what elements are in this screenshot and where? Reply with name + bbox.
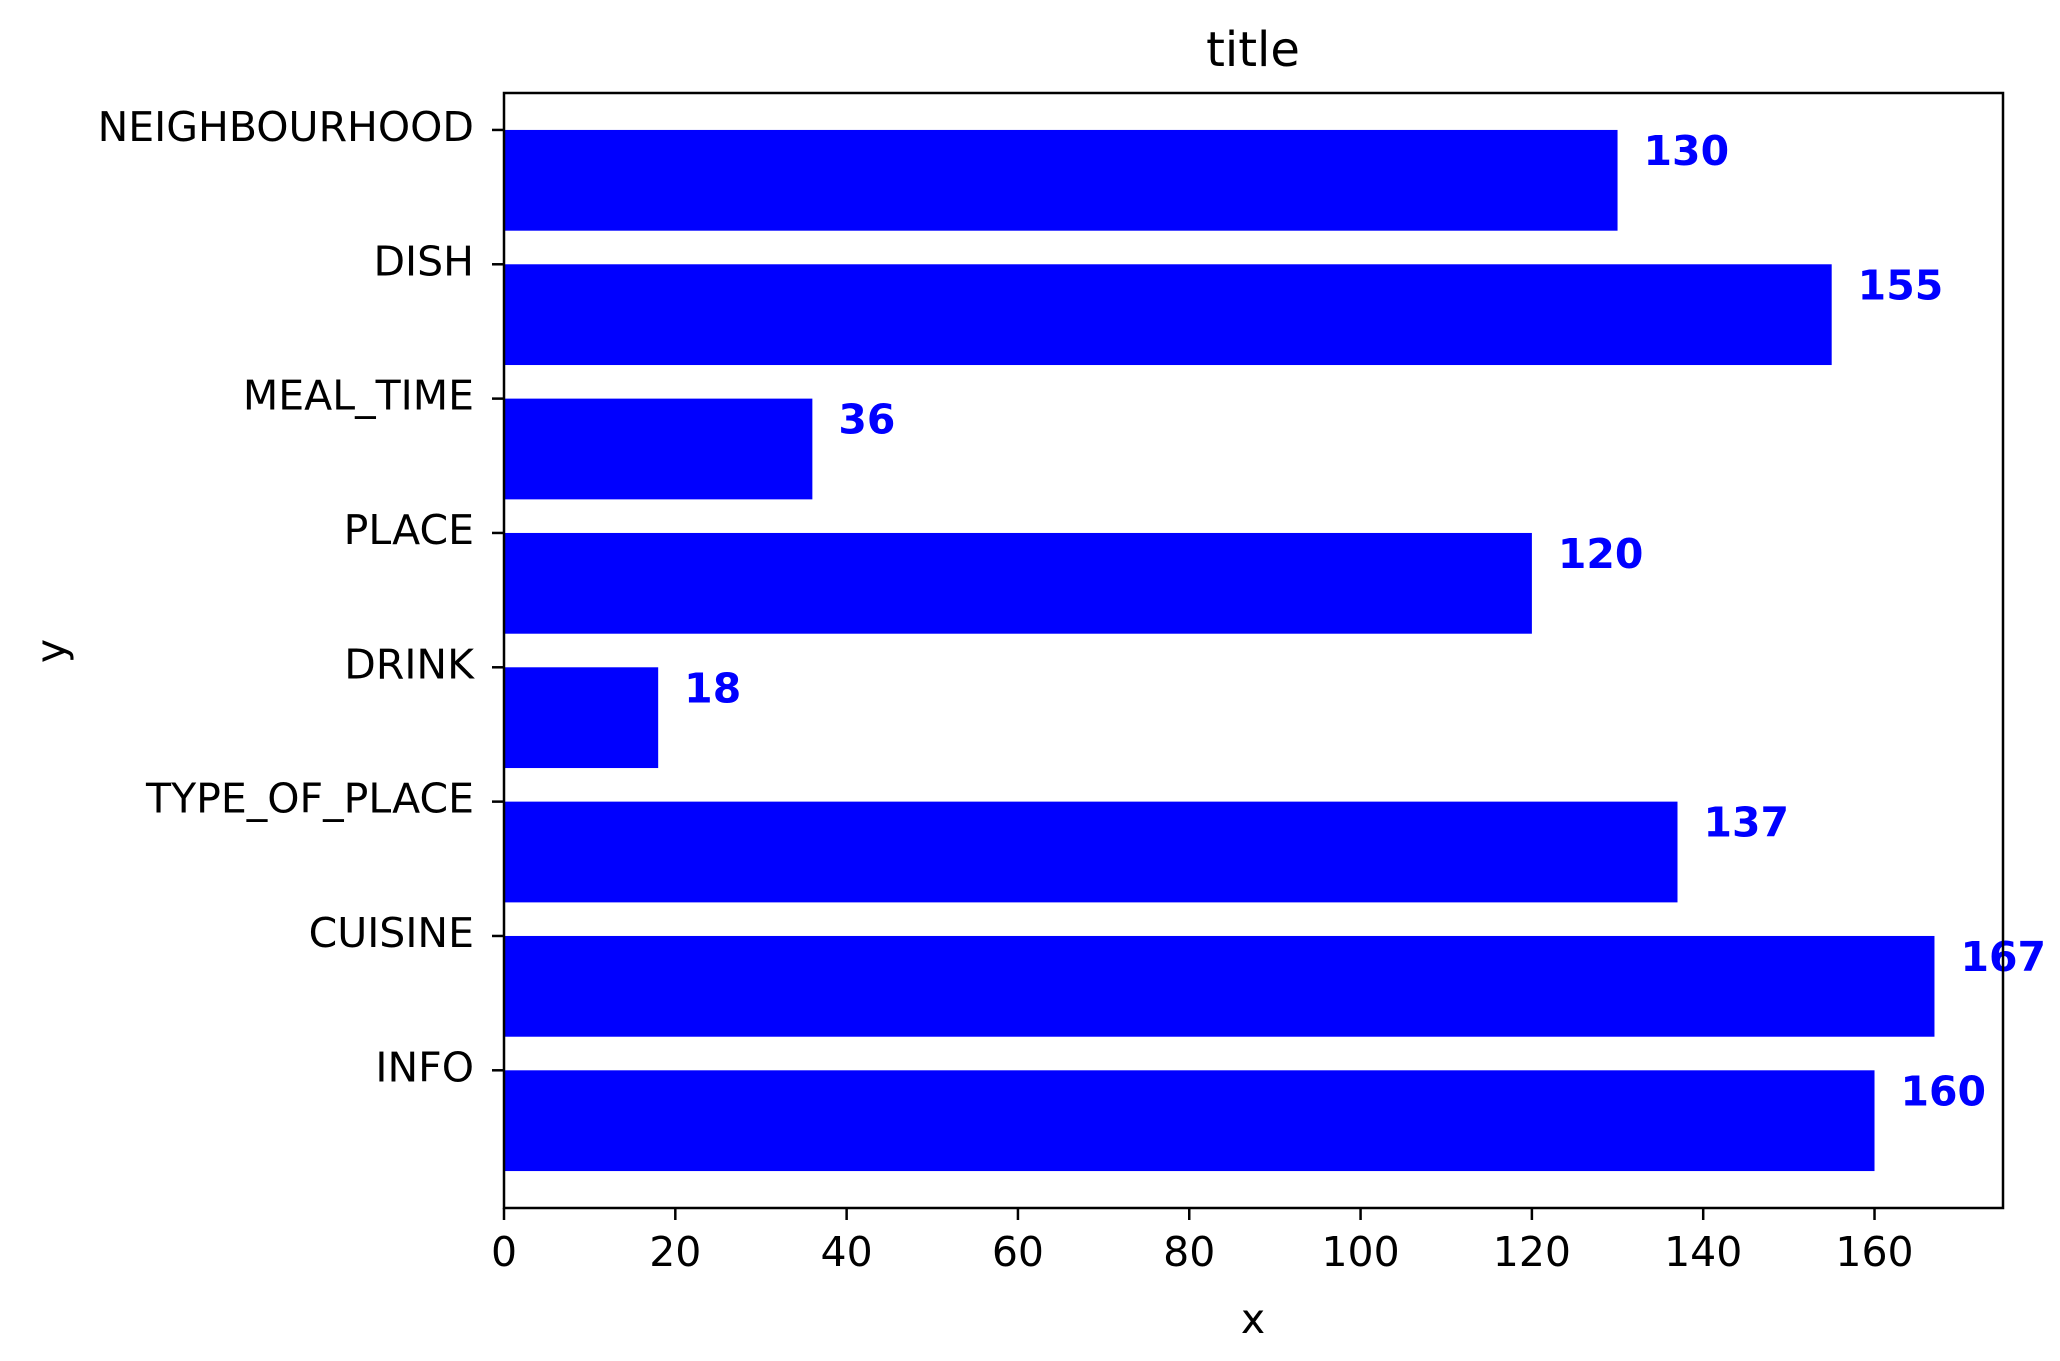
y-tick-label: NEIGHBOURHOOD: [98, 103, 474, 151]
x-tick-label: 100: [1321, 1228, 1399, 1276]
y-axis-label: y: [27, 639, 75, 663]
x-tick-label: 140: [1664, 1228, 1742, 1276]
bar: [504, 129, 1618, 231]
bars-layer: [504, 129, 1935, 1172]
x-axis: 0 20 40 60 80 100 120 140 160: [491, 1208, 1914, 1276]
bar: [504, 1070, 1875, 1172]
x-tick-label: 20: [649, 1228, 701, 1276]
bar: [504, 264, 1832, 366]
y-tick-label: PLACE: [344, 506, 474, 554]
chart-title: title: [1206, 22, 1300, 78]
y-tick-label: DRINK: [344, 640, 475, 688]
x-tick-label: 0: [491, 1228, 517, 1276]
y-tick-label: DISH: [373, 237, 474, 285]
y-tick-label: CUISINE: [309, 909, 474, 957]
data-label: 120: [1558, 530, 1644, 578]
data-label: 130: [1644, 127, 1730, 175]
bar: [504, 667, 659, 769]
bar: [504, 532, 1532, 634]
bar: [504, 801, 1678, 903]
x-tick-label: 40: [821, 1228, 873, 1276]
data-label: 36: [838, 396, 895, 444]
x-tick-label: 60: [992, 1228, 1044, 1276]
plot-frame: [502, 91, 2005, 1210]
x-tick-label: 80: [1163, 1228, 1215, 1276]
data-label: 160: [1901, 1067, 1987, 1115]
bar: [504, 935, 1935, 1037]
x-axis-label: x: [1241, 1295, 1265, 1343]
data-label: 155: [1858, 261, 1944, 309]
y-tick-label: INFO: [375, 1043, 474, 1091]
x-tick-label: 160: [1835, 1228, 1913, 1276]
bar: [504, 398, 813, 500]
data-label: 18: [684, 664, 741, 712]
y-tick-label: TYPE_OF_PLACE: [145, 775, 474, 823]
y-axis: INFO CUISINE TYPE_OF_PLACE DRINK PLACE MEAL_T…: [98, 103, 504, 1091]
x-tick-label: 120: [1493, 1228, 1571, 1276]
y-tick-label: MEAL_TIME: [243, 372, 474, 420]
data-label: 137: [1704, 799, 1790, 847]
